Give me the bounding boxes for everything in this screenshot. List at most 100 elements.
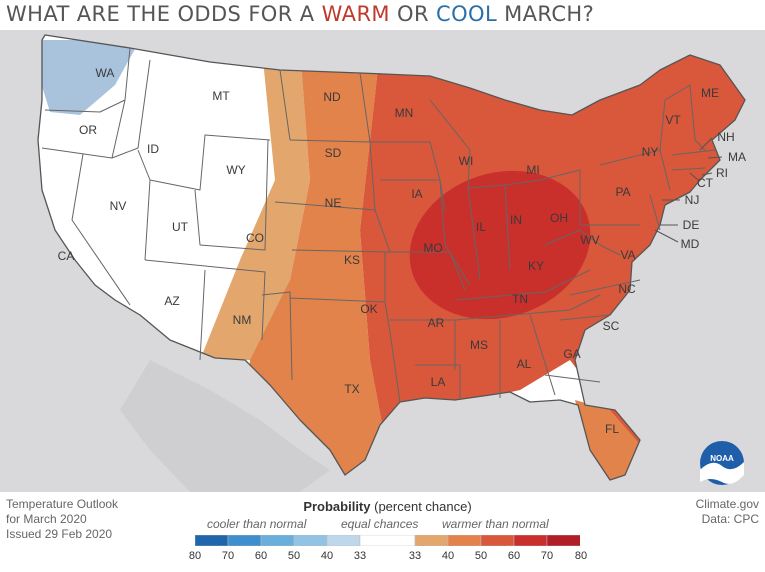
mexico-land [120,360,330,492]
band-40-west [200,50,310,360]
border-wv-va [544,229,621,256]
state-label-sd: SD [325,146,342,160]
state-label-or: OR [79,123,97,137]
outlook-map-svg: WA OR CA ID NV MT WY UT AZ CO NM ND SD N… [0,30,765,492]
state-borders [37,34,746,481]
state-label-me: ME [701,86,719,100]
legend-color-bar [195,535,580,546]
title-text-end: MARCH? [497,2,595,26]
border-wa [44,47,131,113]
title-text: WHAT ARE THE ODDS FOR A [6,2,322,26]
state-label-ar: AR [428,316,445,330]
state-label-mn: MN [395,106,414,120]
legend-swatch [513,535,548,546]
state-label-nc: NC [618,282,636,296]
state-label-ma: MA [728,150,746,164]
border-la-ms [415,364,461,398]
state-label-mo: MO [423,241,442,255]
state-label-mi: MI [526,163,539,177]
us-outline [37,34,746,481]
legend-title-bold: Probability [303,499,371,514]
leader-ma [707,156,723,159]
state-label-va: VA [620,248,635,262]
legend-swatch [227,535,262,546]
legend-tick-label: 60 [507,550,521,562]
state-label-ri: RI [716,166,728,180]
border-ky-tn [454,269,591,301]
border-nc-va [569,279,641,296]
state-label-ky: KY [528,259,544,273]
state-label-co: CO [246,231,264,245]
state-label-ne: NE [325,196,342,210]
border-ca-nv [71,153,131,306]
state-label-nd: ND [323,90,341,104]
leader-ri [701,172,713,176]
state-label-mt: MT [212,89,230,103]
state-label-ut: UT [172,220,189,234]
state-label-ca: CA [58,249,75,263]
noaa-logo-wave [700,462,744,484]
legend-swatch [480,535,515,546]
page-title: WHAT ARE THE ODDS FOR A WARM OR COOL MAR… [6,2,594,26]
state-label-nm: NM [233,313,252,327]
border-ut-nm [144,259,266,341]
legend-tick-label: 80 [574,550,588,562]
legend-swatch [195,535,229,546]
title-text-or: OR [389,2,437,26]
border-wi-mi-oh [429,99,581,189]
border-ga-sc [559,314,611,321]
state-label-sc: SC [603,319,620,333]
legend-tick-label: 33 [408,550,422,562]
leader-nh [699,137,713,151]
source-credit: Climate.gov Data: CPC [696,497,759,527]
border-pa [579,170,640,226]
credit-data-cpc: Data: CPC [701,512,759,526]
state-label-wi: WI [459,154,474,168]
state-label-wa: WA [96,66,115,80]
state-label-pa: PA [615,185,630,199]
legend-tick-label: 70 [221,550,235,562]
legend-ticks: 80 70 60 50 40 33 33 40 50 60 70 80 [189,550,587,566]
state-label-az: AZ [164,294,179,308]
legend-cooler-label: cooler than normal [207,517,307,531]
legend-tick-label: 50 [474,550,488,562]
state-label-de: DE [683,218,700,232]
border-az-nm [199,269,206,361]
border-nd-mn [359,72,371,143]
border-nj [649,194,661,231]
border-id-west [111,59,151,159]
state-label-nh: NH [717,130,734,144]
legend-tick-label: 50 [287,550,301,562]
band-50 [240,50,395,480]
legend-swatch [447,535,482,546]
state-label-ga: GA [563,347,580,361]
leader-ct [689,172,699,181]
border-il-in [467,187,481,281]
caption-line-1: Temperature Outlook [6,497,119,511]
border-mn-ia [370,141,441,181]
legend-tick-label: 60 [254,550,268,562]
state-label-fl: FL [605,422,619,436]
state-label-ny: NY [642,145,659,159]
state-label-vt: VT [665,113,681,127]
state-label-tn: TN [512,292,528,306]
legend-swatch [260,535,295,546]
state-label-ia: IA [411,187,422,201]
border-ga-fl [544,374,601,383]
state-label-nv: NV [110,199,127,213]
legend-tick-label: 70 [540,550,554,562]
state-label-wy: WY [226,163,245,177]
border-mt-nd [279,69,291,141]
legend-swatch [414,535,449,546]
label-leader-lines [654,137,723,243]
state-label-la: LA [431,375,446,389]
state-label-nj: NJ [685,193,700,207]
state-label-al: AL [517,357,532,371]
border-nm-tx [261,291,293,381]
band-70 [409,170,591,320]
border-ct-ri [671,167,706,171]
title-warm-word: WARM [321,2,390,26]
legend-equal-label: equal chances [341,517,419,531]
border-in-oh [504,184,511,271]
border-ma [671,149,716,156]
